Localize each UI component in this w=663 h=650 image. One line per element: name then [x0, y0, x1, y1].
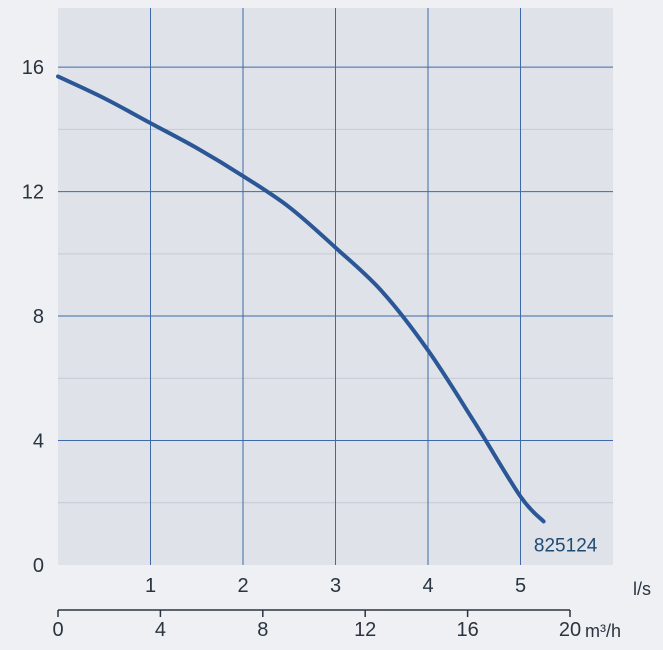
y-axis-ticks: 0 4 8 12 16: [22, 57, 44, 577]
secondary-x-tick-label: 0: [52, 619, 63, 641]
x-tick-label: 2: [237, 575, 248, 597]
x-axis-ticks: 1 2 3 4 5: [145, 575, 526, 597]
secondary-x-tick-label: 20: [559, 619, 581, 641]
x-tick-label: 1: [145, 575, 156, 597]
x-tick-label: 4: [422, 575, 433, 597]
major-gridlines: [58, 8, 613, 565]
x-tick-label: 3: [330, 575, 341, 597]
y-tick-label: 8: [33, 306, 44, 328]
y-tick-label: 0: [33, 555, 44, 577]
secondary-x-axis-ticks: 0 4 8 12 16 20: [52, 610, 581, 641]
secondary-x-tick-label: 8: [257, 619, 268, 641]
secondary-x-tick-label: 12: [354, 619, 376, 641]
secondary-x-tick-label: 16: [456, 619, 478, 641]
secondary-x-tick-label: 4: [155, 619, 166, 641]
series-layer: 825124: [56, 74, 598, 556]
series-label: 825124: [534, 535, 598, 556]
x-axis-unit-label: l/s: [633, 579, 651, 599]
y-tick-label: 4: [33, 431, 44, 453]
x-tick-label: 5: [515, 575, 526, 597]
y-tick-label: 12: [22, 182, 44, 204]
series-line: [56, 74, 546, 524]
secondary-x-axis-unit-label: m³/h: [585, 621, 621, 641]
y-tick-label: 16: [22, 57, 44, 79]
